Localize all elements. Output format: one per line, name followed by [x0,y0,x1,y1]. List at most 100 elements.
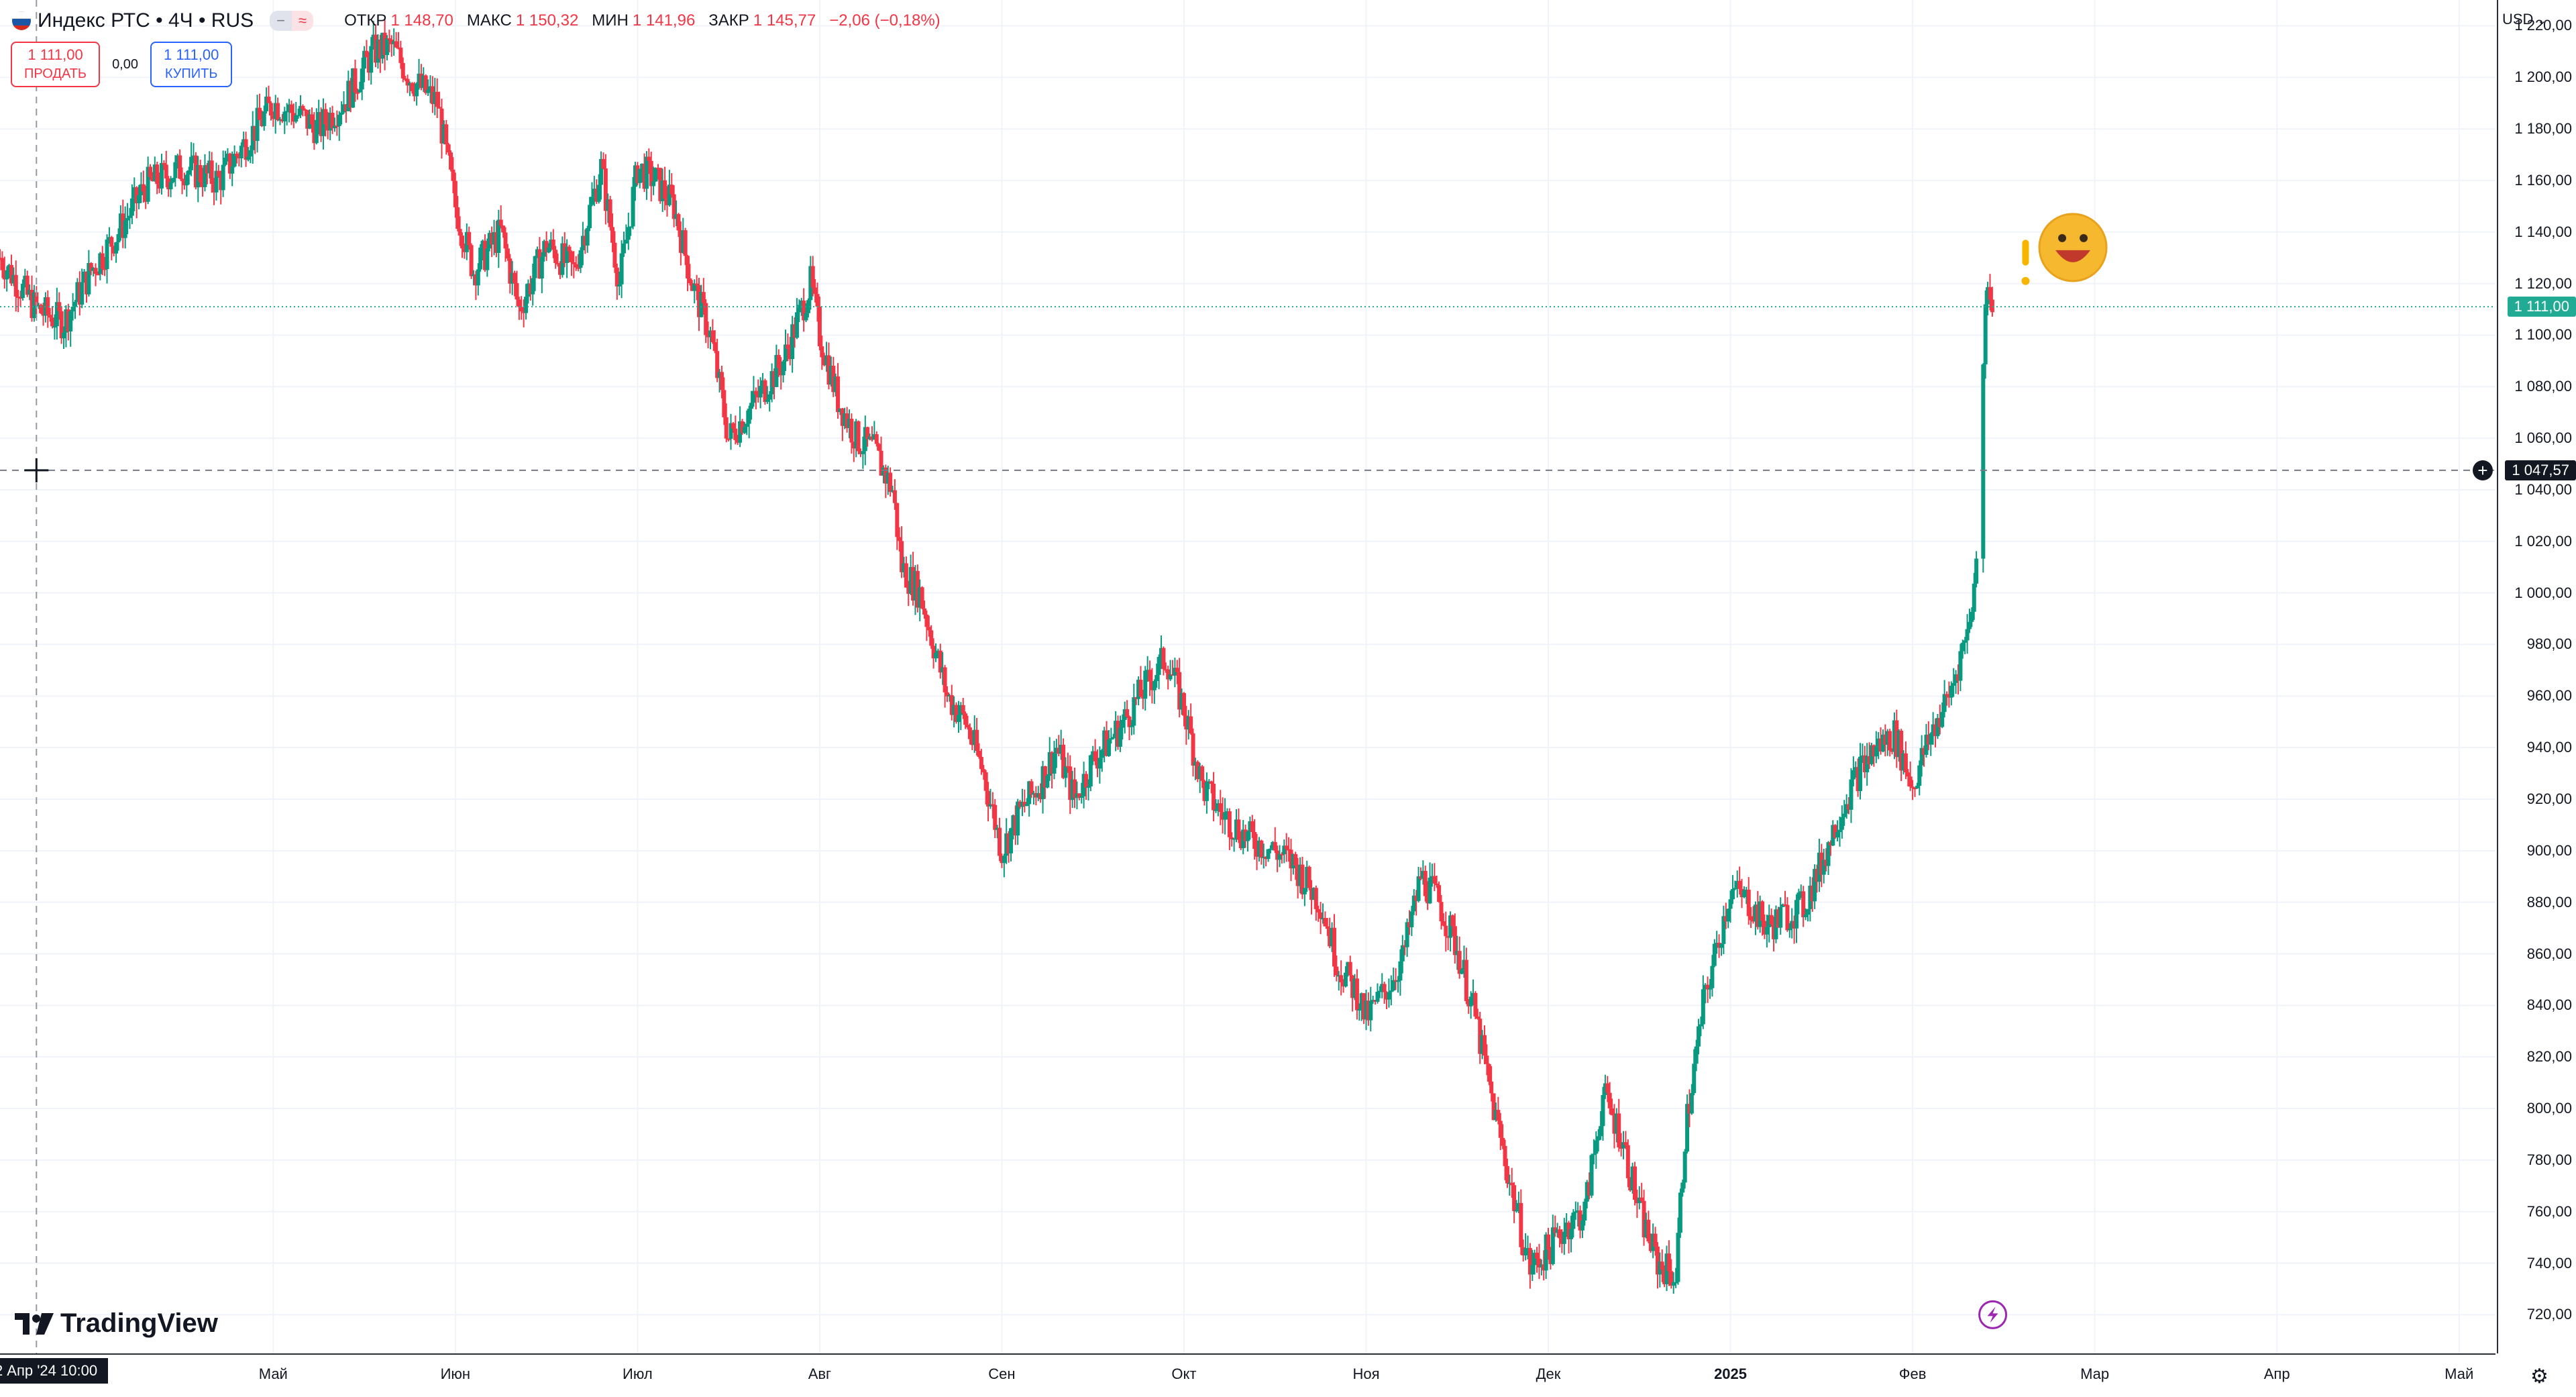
candle-body [761,380,765,386]
candle-body [763,380,767,403]
candle-body [1209,781,1214,784]
candle-body [1858,756,1863,792]
candle-body [52,326,57,328]
candle-body [1387,992,1391,1000]
candle-body [1617,1113,1621,1148]
candle-body [1227,811,1232,837]
candle-body [68,311,73,331]
visibility-toggle[interactable]: − ≈ [270,11,314,31]
candle-body [1831,825,1835,846]
candle-body [178,155,182,179]
candle-body [191,155,196,157]
candle-body [264,96,269,111]
candle-body [1268,848,1273,850]
candle-body [1393,980,1398,982]
candle-body [1860,755,1865,757]
candle-body [230,166,235,174]
candle-body [312,124,317,144]
candle-body [1633,1166,1638,1200]
candle-body [626,227,631,240]
candle-body [1774,909,1778,939]
candle-body [578,250,583,268]
candle-body [50,317,55,327]
candle-body [772,371,777,387]
candle-body [137,195,142,203]
minus-icon[interactable]: − [270,11,292,31]
candle-body [1148,670,1152,682]
candle-body [1223,812,1228,820]
candle-body [362,50,367,69]
candle-body [911,567,916,601]
candle-body [975,729,979,752]
candle-body [1261,856,1266,858]
candle-body [1366,1000,1371,1021]
currency-selector[interactable]: USD ⌄ [2502,11,2546,28]
candle-body [1143,670,1148,699]
open-value: 1 148,70 [390,11,453,30]
candle-body [492,232,496,245]
candle-body [1664,1253,1669,1284]
candle-body [717,372,722,378]
symbol-title[interactable]: Индекс РТС • 4Ч • RUS [38,9,254,32]
candle-body [1081,774,1086,796]
candle-body [1287,849,1291,851]
candle-body [929,630,934,646]
candle-body [592,189,596,197]
gear-icon[interactable]: ⚙ [2530,1365,2548,1388]
tradingview-logo[interactable]: TradingView [15,1308,218,1339]
price-tick-label: 780,00 [2526,1151,2572,1168]
candle-body [642,163,647,189]
candle-body [817,306,822,347]
candle-body [485,248,490,270]
candle-body [212,184,217,193]
price-tick-label: 860,00 [2526,945,2572,962]
candle-body [496,219,501,253]
candle-body [1646,1219,1651,1242]
candle-body [464,231,469,252]
candle-body [157,184,162,189]
candle-body [1238,839,1243,849]
candle-body [612,242,617,268]
candle-body [804,313,808,321]
chart-plot-area[interactable] [0,0,2496,1353]
candle-body [608,199,612,227]
candle-body [1125,709,1130,717]
time-tick-label: Окт [1171,1365,1197,1382]
candle-body [537,249,542,279]
candle-body [317,112,321,120]
candle-body [1373,1000,1378,1002]
candle-body [1828,842,1833,846]
buy-button[interactable]: 1 111,00 КУПИТЬ [150,42,233,87]
candle-body [1555,1229,1560,1233]
candle-body [198,165,203,183]
candle-body [1452,926,1457,955]
candle-body [339,112,344,115]
candle-body [1842,813,1847,817]
candle-body [1894,720,1899,758]
candle-body [1104,730,1109,756]
candle-body [319,112,323,136]
candle-body [1220,812,1225,820]
candle-body [1414,895,1419,901]
candle-body [845,413,849,428]
candlestick-chart[interactable] [0,0,2496,1353]
candle-body [444,124,449,145]
change-value: −2,06 (−0,18%) [829,11,941,30]
candle-body [1423,870,1428,896]
candle-body [936,650,941,654]
candle-body [699,292,704,317]
price-scale[interactable]: 720,00 740,00 760,00 780,00 800,00 820,00 840,… [2497,0,2576,1353]
candle-body [1052,753,1057,774]
time-scale[interactable]: Май Июн Июл Авг Сен Окт Ноя Дек 2025 Фев Мар Апр Май [0,1353,2496,1397]
candle-body [1689,1093,1694,1114]
candle-body [1821,860,1826,875]
candle-body [1512,1185,1517,1211]
candle-body [1896,730,1901,758]
candle-body [419,73,423,89]
add-alert-plus-icon[interactable]: + [2473,460,2493,480]
candle-body [599,159,604,185]
candle-body [152,164,157,182]
approx-icon[interactable]: ≈ [292,11,314,31]
candle-body [1403,945,1407,947]
sell-button[interactable]: 1 111,00 ПРОДАТЬ [11,42,101,87]
